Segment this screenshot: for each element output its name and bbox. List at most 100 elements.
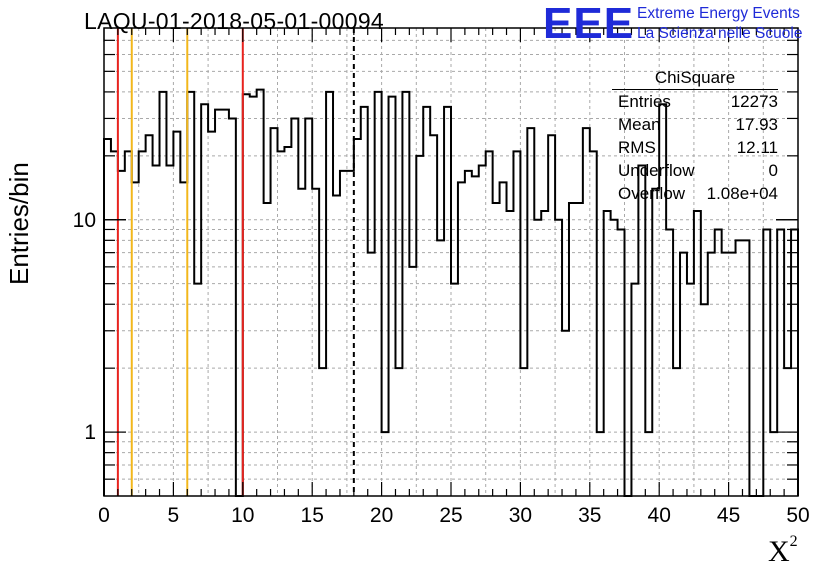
stats-row-entries: Entries 12273 bbox=[618, 92, 778, 114]
histogram-bin bbox=[507, 211, 514, 496]
histogram-bin bbox=[673, 368, 680, 496]
histogram-bin bbox=[451, 284, 458, 496]
histogram-bin bbox=[271, 128, 278, 496]
histogram-bin bbox=[618, 229, 625, 496]
histogram-bin bbox=[312, 189, 319, 496]
histogram-bin bbox=[694, 211, 701, 496]
histogram-bin bbox=[382, 432, 389, 496]
histogram-bin bbox=[465, 171, 472, 496]
histogram-bin bbox=[534, 220, 541, 496]
histogram-bin bbox=[597, 432, 604, 496]
histogram-bin bbox=[486, 151, 493, 496]
stats-key: Entries bbox=[618, 92, 671, 111]
stats-value: 12273 bbox=[730, 92, 778, 111]
histogram-bin bbox=[791, 229, 798, 496]
stats-value: 12.11 bbox=[736, 138, 778, 157]
histogram-bin bbox=[638, 166, 645, 496]
eee-logo-caption: Extreme Energy Events La Scienza nelle S… bbox=[637, 4, 802, 44]
histogram-bin bbox=[125, 151, 132, 496]
histogram-bin bbox=[680, 253, 687, 496]
stats-title: ChiSquare bbox=[654, 68, 736, 87]
x-tick-label: 20 bbox=[370, 504, 393, 527]
histogram-bin bbox=[173, 132, 180, 496]
histogram-bin bbox=[319, 368, 326, 496]
stats-value: 0 bbox=[768, 161, 778, 180]
x-tick-label: 5 bbox=[168, 504, 180, 527]
histogram-bin bbox=[153, 166, 160, 496]
histogram-bin bbox=[215, 110, 222, 496]
x-tick-label: 40 bbox=[648, 504, 671, 527]
histogram-bin bbox=[160, 92, 167, 496]
x-axis-label-exponent: 2 bbox=[789, 533, 798, 550]
histogram-bin bbox=[701, 304, 708, 496]
histogram-bin bbox=[715, 229, 722, 496]
histogram-bin bbox=[326, 92, 333, 496]
histogram-bin bbox=[201, 104, 208, 496]
histogram-bin bbox=[264, 203, 271, 496]
stats-value: 17.93 bbox=[735, 115, 778, 134]
stats-key: Mean bbox=[618, 115, 661, 134]
x-tick-label: 25 bbox=[439, 504, 462, 527]
histogram-bin bbox=[777, 229, 784, 496]
histogram-bin bbox=[409, 267, 416, 496]
histogram-bin bbox=[146, 135, 153, 496]
histogram-bin bbox=[257, 90, 264, 496]
y-tick-label: 1 bbox=[84, 421, 96, 444]
histogram-bin bbox=[742, 240, 749, 496]
stats-value: 1.08e+04 bbox=[706, 184, 778, 203]
histogram-bin bbox=[666, 229, 673, 496]
x-tick-label: 45 bbox=[717, 504, 740, 527]
stats-row-underflow: Underflow 0 bbox=[618, 161, 778, 183]
histogram-bin bbox=[208, 132, 215, 496]
histogram-bin bbox=[513, 151, 520, 496]
histogram-bin bbox=[437, 240, 444, 496]
histogram-bin bbox=[187, 92, 194, 496]
histogram-bin bbox=[729, 253, 736, 496]
y-tick-label: 10 bbox=[73, 209, 96, 232]
histogram-bin bbox=[395, 368, 402, 496]
stats-title-rule bbox=[612, 89, 778, 90]
histogram-bin bbox=[590, 151, 597, 496]
histogram-bin bbox=[368, 253, 375, 496]
histogram-bin bbox=[520, 368, 527, 496]
stats-key: Underflow bbox=[618, 161, 695, 180]
run-title: LAQU-01-2018-05-01-00094 bbox=[84, 8, 385, 34]
histogram-bin bbox=[340, 171, 347, 496]
histogram-bin bbox=[278, 151, 285, 496]
histogram-bin bbox=[763, 229, 770, 496]
histogram-bin bbox=[604, 211, 611, 496]
logo-line-1: Extreme Energy Events bbox=[637, 5, 800, 22]
histogram-bin bbox=[402, 92, 409, 496]
histogram-bin bbox=[243, 94, 250, 496]
histogram-bin bbox=[500, 182, 507, 496]
histogram-bin bbox=[562, 331, 569, 496]
histogram-bin bbox=[555, 220, 562, 496]
x-tick-label: 10 bbox=[231, 504, 254, 527]
x-tick-label: 50 bbox=[786, 504, 809, 527]
histogram-bin bbox=[166, 166, 173, 496]
x-tick-label: 0 bbox=[98, 504, 110, 527]
histogram-bin bbox=[583, 128, 590, 496]
x-tick-label: 15 bbox=[301, 504, 324, 527]
histogram-bin bbox=[389, 97, 396, 496]
x-tick-label: 35 bbox=[578, 504, 601, 527]
logo-line-2: La Scienza nelle Scuole bbox=[637, 25, 803, 42]
histogram-bin bbox=[631, 284, 638, 496]
histogram-bin bbox=[430, 135, 437, 496]
stats-row-overflow: Overflow 1.08e+04 bbox=[618, 184, 778, 206]
histogram-bin bbox=[222, 110, 229, 496]
stats-row-mean: Mean 17.93 bbox=[618, 115, 778, 137]
stats-key: RMS bbox=[618, 138, 656, 157]
histogram-bin bbox=[770, 432, 777, 496]
histogram-bin bbox=[736, 240, 743, 496]
histogram-bin bbox=[111, 151, 118, 496]
histogram-bin bbox=[305, 118, 312, 496]
histogram-bin bbox=[576, 203, 583, 496]
histogram-bin bbox=[194, 284, 201, 496]
eee-logo: EEE bbox=[543, 0, 635, 48]
histogram-bin bbox=[541, 211, 548, 496]
histogram-bin bbox=[354, 139, 361, 496]
stats-box: ChiSquare Entries 12273 Mean 17.93 RMS 1… bbox=[610, 68, 780, 208]
histogram-bin bbox=[645, 432, 652, 496]
